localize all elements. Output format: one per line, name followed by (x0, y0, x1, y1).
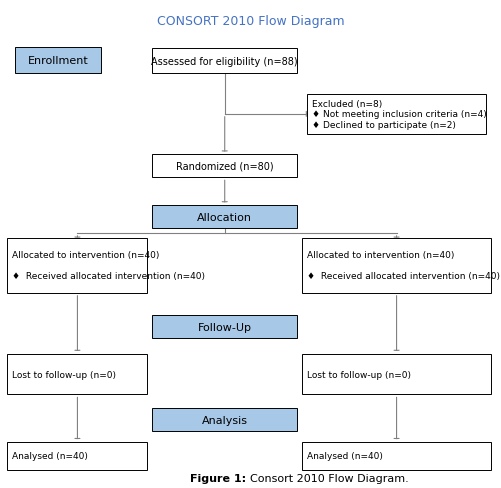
FancyBboxPatch shape (8, 238, 147, 293)
FancyBboxPatch shape (152, 206, 297, 229)
Text: Consort 2010 Flow Diagram.: Consort 2010 Flow Diagram. (250, 473, 409, 483)
FancyBboxPatch shape (302, 442, 491, 470)
FancyBboxPatch shape (152, 408, 297, 431)
Text: Excluded (n=8)
♦ Not meeting inclusion criteria (n=4)
♦ Declined to participate : Excluded (n=8) ♦ Not meeting inclusion c… (312, 100, 486, 129)
FancyBboxPatch shape (152, 155, 297, 178)
FancyBboxPatch shape (8, 442, 147, 470)
Text: Allocation: Allocation (197, 212, 252, 222)
FancyBboxPatch shape (15, 48, 101, 74)
FancyBboxPatch shape (152, 316, 297, 339)
FancyBboxPatch shape (8, 354, 147, 395)
Text: Analysed (n=40): Analysed (n=40) (307, 451, 383, 460)
FancyBboxPatch shape (152, 49, 297, 74)
Text: Analysis: Analysis (202, 415, 247, 425)
Text: Allocated to intervention (n=40)

♦  Received allocated intervention (n=40): Allocated to intervention (n=40) ♦ Recei… (13, 251, 205, 281)
Text: CONSORT 2010 Flow Diagram: CONSORT 2010 Flow Diagram (157, 15, 344, 28)
Text: Analysed (n=40): Analysed (n=40) (13, 451, 88, 460)
Text: Allocated to intervention (n=40)

♦  Received allocated intervention (n=40): Allocated to intervention (n=40) ♦ Recei… (307, 251, 500, 281)
FancyBboxPatch shape (307, 94, 486, 135)
Text: Enrollment: Enrollment (28, 56, 88, 66)
Text: Lost to follow-up (n=0): Lost to follow-up (n=0) (307, 370, 411, 379)
FancyBboxPatch shape (302, 354, 491, 395)
FancyBboxPatch shape (302, 238, 491, 293)
Text: Randomized (n=80): Randomized (n=80) (176, 162, 274, 171)
Text: Lost to follow-up (n=0): Lost to follow-up (n=0) (13, 370, 116, 379)
Text: Figure 1:: Figure 1: (190, 473, 250, 483)
Text: Follow-Up: Follow-Up (198, 322, 252, 332)
Text: Assessed for eligibility (n=88): Assessed for eligibility (n=88) (151, 57, 298, 67)
